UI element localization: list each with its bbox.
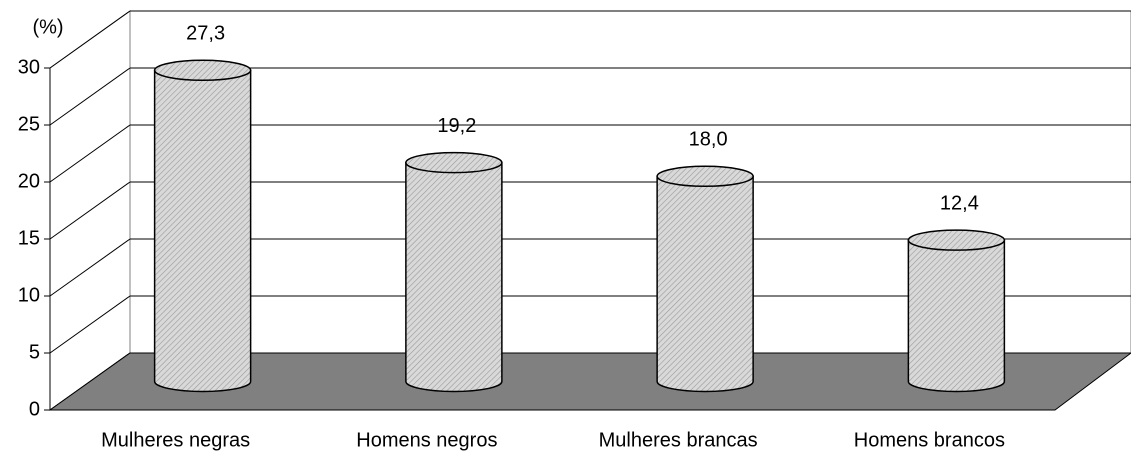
grid-line (49, 124, 131, 183)
grid-line (49, 295, 131, 354)
bar (153, 69, 252, 393)
bar (656, 175, 754, 393)
bar (907, 239, 1006, 393)
value-label: 27,3 (186, 23, 225, 45)
value-label: 12,4 (940, 192, 979, 214)
x-tick-label: Mulheres negras (101, 429, 250, 451)
grid-line (49, 238, 131, 297)
y-tick-label: 30 (18, 56, 40, 78)
bar-top (153, 59, 252, 82)
bar-top (656, 165, 754, 188)
grid-line (49, 67, 131, 126)
y-tick-label: 0 (29, 398, 40, 420)
value-label: 19,2 (437, 115, 476, 137)
y-tick-label: 20 (18, 170, 40, 192)
y-tick-label: 10 (18, 284, 40, 306)
y-axis-label: (%) (32, 16, 63, 38)
y-tick-label: 5 (29, 341, 40, 363)
x-tick-label: Mulheres brancas (599, 429, 758, 451)
bar-top (405, 151, 503, 174)
value-label: 18,0 (689, 129, 728, 151)
grid-line (49, 181, 131, 240)
bar-top (907, 229, 1006, 251)
y-tick-label: 25 (18, 113, 40, 135)
x-tick-label: Homens negros (356, 429, 497, 451)
bar (405, 161, 503, 393)
x-tick-label: Homens brancos (854, 429, 1005, 451)
grid-line (49, 10, 131, 69)
y-tick-label: 15 (18, 227, 40, 249)
